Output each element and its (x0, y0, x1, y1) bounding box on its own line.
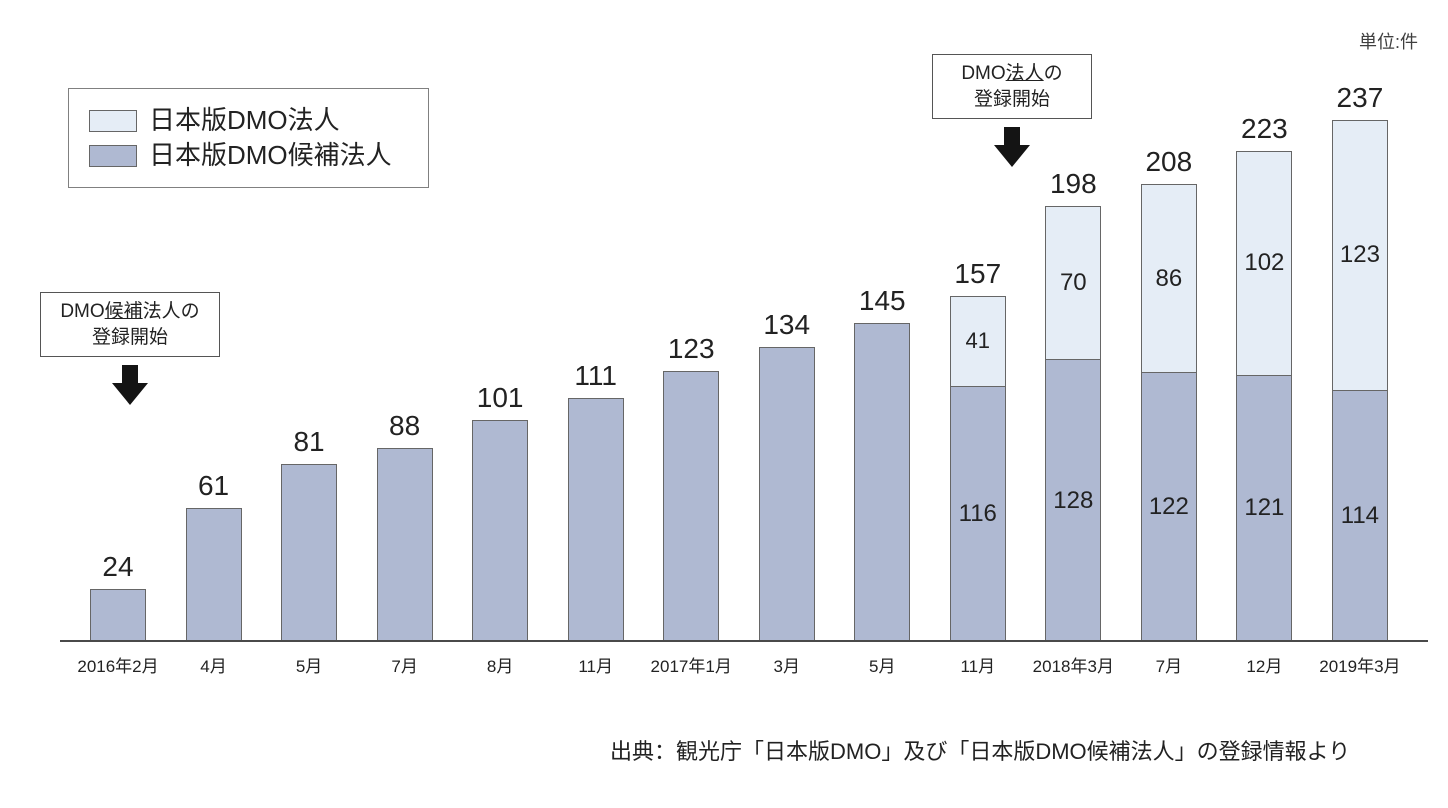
x-axis-label: 11月 (932, 642, 1024, 688)
bar-stack (377, 448, 433, 642)
bar-total-label: 24 (102, 551, 133, 583)
bar-slot: 145 (836, 285, 928, 642)
bar-total-label: 61 (198, 470, 229, 502)
x-axis-label: 11月 (550, 642, 642, 688)
bar-segment-bottom (568, 398, 624, 642)
bar-segment-bottom (281, 464, 337, 642)
bar-segment-bottom: 128 (1045, 360, 1101, 642)
x-axis-label: 4月 (168, 642, 260, 688)
x-axis-label: 2018年3月 (1027, 642, 1119, 688)
bar-stack (472, 420, 528, 642)
unit-label: 単位:件 (1359, 28, 1418, 54)
bars-container: 24 61 81 88 101 111 123 134 145 157 41116 198 70128 2… (60, 120, 1418, 642)
bar-segment-top: 123 (1332, 120, 1388, 391)
bar-segment-top: 102 (1236, 151, 1292, 376)
bar-segment-bottom (377, 448, 433, 642)
bar-total-label: 111 (574, 360, 617, 392)
x-axis-label: 8月 (454, 642, 546, 688)
bar-total-label: 101 (477, 382, 524, 414)
bar-total-label: 134 (763, 309, 810, 341)
bar-segment-bottom: 116 (950, 387, 1006, 642)
bar-segment-top: 41 (950, 296, 1006, 386)
bar-slot: 88 (359, 410, 451, 642)
bar-total-label: 123 (668, 333, 715, 365)
bar-segment-bottom (186, 508, 242, 642)
bar-stack (281, 464, 337, 642)
bar-total-label: 208 (1145, 146, 1192, 178)
bar-slot: 81 (263, 426, 355, 642)
bar-slot: 123 (645, 333, 737, 642)
bar-segment-top: 70 (1045, 206, 1101, 360)
x-axis-label: 2016年2月 (72, 642, 164, 688)
bar-segment-bottom: 122 (1141, 373, 1197, 642)
bar-segment-bottom (759, 347, 815, 642)
bar-slot: 157 41116 (932, 258, 1024, 642)
bar-total-label: 88 (389, 410, 420, 442)
bar-segment-bottom (854, 323, 910, 642)
bar-stack: 123114 (1332, 120, 1388, 642)
bar-stack: 41116 (950, 296, 1006, 642)
bar-segment-bottom (472, 420, 528, 642)
bar-segment-bottom: 121 (1236, 376, 1292, 643)
bar-segment-bottom (663, 371, 719, 642)
bar-slot: 208 86122 (1123, 146, 1215, 642)
source-note: 出典：観光庁「日本版DMO」及び「日本版DMO候補法人」の登録情報より (610, 734, 1350, 766)
callout-text: DMO法人の登録開始 (932, 54, 1092, 119)
bar-slot: 111 (550, 360, 642, 642)
bar-segment-bottom (90, 589, 146, 642)
bar-slot: 237 123114 (1314, 82, 1406, 642)
bar-total-label: 145 (859, 285, 906, 317)
bar-slot: 61 (168, 470, 260, 642)
plot: 24 61 81 88 101 111 123 134 145 157 41116 198 70128 2… (60, 120, 1418, 642)
bar-stack (854, 323, 910, 642)
bar-segment-bottom: 114 (1332, 391, 1388, 642)
x-axis-label: 7月 (1123, 642, 1215, 688)
bar-stack (759, 347, 815, 642)
bar-slot: 198 70128 (1027, 168, 1119, 642)
bar-slot: 223 102121 (1218, 113, 1310, 642)
x-axis-labels: 2016年2月4月5月7月8月11月2017年1月3月5月11月2018年3月7… (60, 642, 1418, 688)
x-axis-label: 3月 (741, 642, 833, 688)
x-axis-label: 5月 (263, 642, 355, 688)
x-axis-label: 2017年1月 (645, 642, 737, 688)
bar-slot: 101 (454, 382, 546, 642)
bar-slot: 134 (741, 309, 833, 642)
x-axis-label: 2019年3月 (1314, 642, 1406, 688)
x-axis-label: 5月 (836, 642, 928, 688)
bar-stack (186, 508, 242, 642)
bar-segment-top: 86 (1141, 184, 1197, 373)
bar-stack: 102121 (1236, 151, 1292, 642)
bar-stack (90, 589, 146, 642)
bar-stack (663, 371, 719, 642)
chart-area: 2461818810111112313414515741116198701282… (60, 120, 1418, 688)
bar-total-label: 81 (293, 426, 324, 458)
bar-stack: 86122 (1141, 184, 1197, 642)
bar-stack (568, 398, 624, 642)
x-axis-label: 7月 (359, 642, 451, 688)
bar-total-label: 198 (1050, 168, 1097, 200)
x-axis-label: 12月 (1218, 642, 1310, 688)
bar-slot: 24 (72, 551, 164, 642)
bar-stack: 70128 (1045, 206, 1101, 642)
bar-total-label: 223 (1241, 113, 1288, 145)
bar-total-label: 157 (954, 258, 1001, 290)
bar-total-label: 237 (1337, 82, 1384, 114)
